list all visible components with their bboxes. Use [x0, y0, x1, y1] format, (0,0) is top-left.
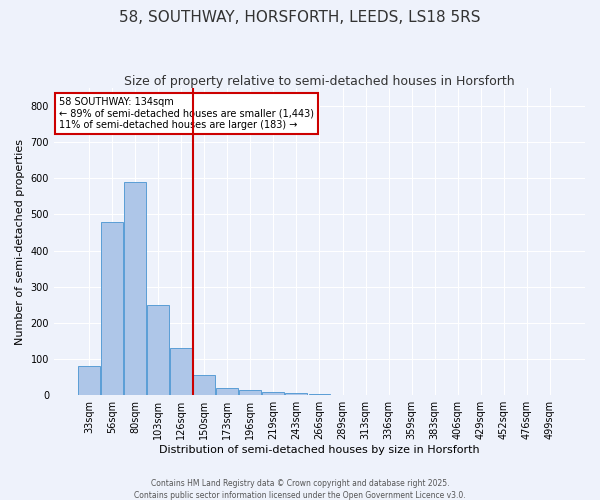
Text: Contains HM Land Registry data © Crown copyright and database right 2025.
Contai: Contains HM Land Registry data © Crown c… — [134, 478, 466, 500]
Y-axis label: Number of semi-detached properties: Number of semi-detached properties — [15, 138, 25, 344]
Bar — [193, 376, 215, 395]
Title: Size of property relative to semi-detached houses in Horsforth: Size of property relative to semi-detach… — [124, 75, 515, 88]
Bar — [78, 366, 100, 395]
Bar — [147, 305, 169, 395]
X-axis label: Distribution of semi-detached houses by size in Horsforth: Distribution of semi-detached houses by … — [159, 445, 480, 455]
Bar — [217, 388, 238, 395]
Bar — [262, 392, 284, 395]
Bar — [239, 390, 261, 395]
Bar — [170, 348, 192, 395]
Bar — [101, 222, 123, 395]
Text: 58, SOUTHWAY, HORSFORTH, LEEDS, LS18 5RS: 58, SOUTHWAY, HORSFORTH, LEEDS, LS18 5RS — [119, 10, 481, 25]
Text: 58 SOUTHWAY: 134sqm
← 89% of semi-detached houses are smaller (1,443)
11% of sem: 58 SOUTHWAY: 134sqm ← 89% of semi-detach… — [59, 97, 314, 130]
Bar — [286, 394, 307, 395]
Bar — [308, 394, 331, 395]
Bar — [124, 182, 146, 395]
